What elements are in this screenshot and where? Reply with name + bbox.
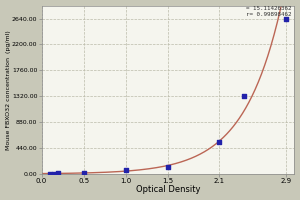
Point <box>166 166 170 169</box>
Point <box>216 140 221 143</box>
Point <box>124 168 128 172</box>
X-axis label: Optical Density: Optical Density <box>136 185 200 194</box>
Point <box>52 172 57 175</box>
Point <box>81 171 86 174</box>
Point <box>48 172 52 175</box>
Text: = 15.11426362
r= 0.99898462: = 15.11426362 r= 0.99898462 <box>245 6 291 17</box>
Point <box>242 95 246 98</box>
Point <box>56 172 61 175</box>
Point <box>284 17 288 20</box>
Y-axis label: Mouse FBXO32 concentration  (pg/ml): Mouse FBXO32 concentration (pg/ml) <box>6 30 10 150</box>
